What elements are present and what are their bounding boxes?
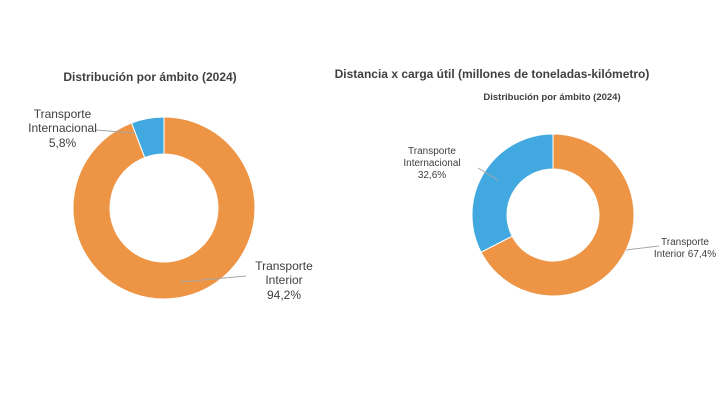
donut-slice [130,116,165,159]
leader-line [179,275,247,283]
donut-slice [471,133,554,253]
leader-line [95,129,136,134]
leader-line [625,245,660,251]
donut-slice [480,133,635,297]
chart-title: Distancia x carga útil (millones de tone… [334,67,650,81]
data-label: Transporte Interior 94,2% [240,259,328,302]
value-label: 67,4% [687,249,717,260]
data-label: Transporte Internacional 5,8% [15,107,110,150]
value-label: 94,2% [266,287,302,302]
category-label: Transporte Interior [653,237,709,260]
data-label: Transporte Internacional 32,6% [390,146,474,182]
value-label: 5,8% [48,135,77,150]
donut-slice [72,116,256,300]
leader-line [477,167,499,181]
chart-subtitle: Distribución por ámbito (2024) [483,92,621,103]
chart-title: Distribución por ámbito (2024) [63,70,237,84]
category-label: Transporte Interior [255,259,313,288]
category-label: Transporte Internacional [403,146,461,169]
category-label: Transporte Internacional [28,107,97,136]
data-label: Transporte Interior 67,4% [645,237,720,261]
value-label: 32,6% [417,170,447,181]
